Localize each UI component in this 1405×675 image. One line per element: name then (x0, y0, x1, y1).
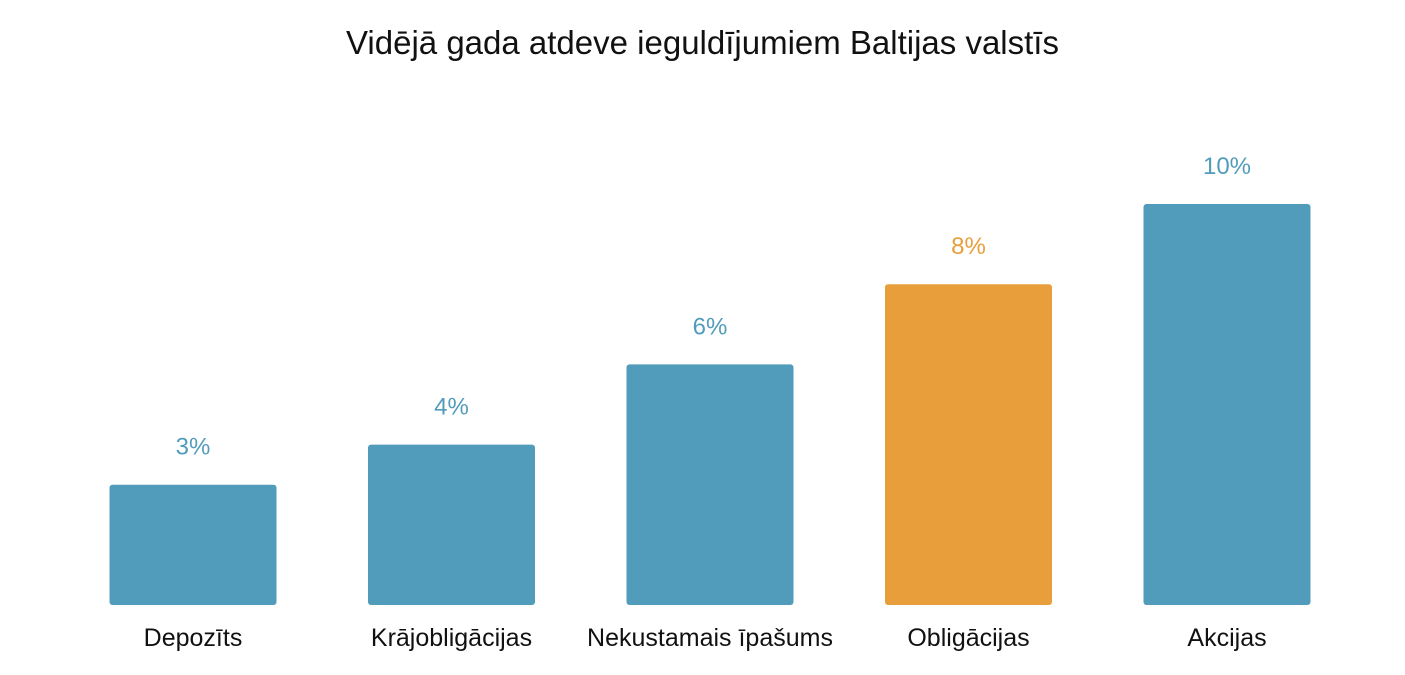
value-label-0: 3% (176, 434, 211, 461)
bar-3 (885, 284, 1052, 605)
bar-4 (1143, 204, 1311, 605)
value-label-2: 6% (693, 313, 728, 340)
bar-1 (368, 444, 535, 605)
bar-0 (109, 484, 277, 605)
value-label-4: 10% (1203, 153, 1251, 180)
category-label-2: Nekustamais īpašums (587, 624, 833, 652)
value-label-1: 4% (434, 394, 469, 421)
category-label-4: Akcijas (1187, 624, 1266, 652)
category-label-3: Obligācijas (907, 624, 1029, 652)
value-label-3: 8% (951, 233, 986, 260)
category-label-1: Krājobligācijas (371, 624, 532, 652)
chart-title: Vidējā gada atdeve ieguldījumiem Baltija… (346, 24, 1059, 61)
category-label-0: Depozīts (144, 624, 243, 652)
bar-2 (626, 364, 794, 605)
